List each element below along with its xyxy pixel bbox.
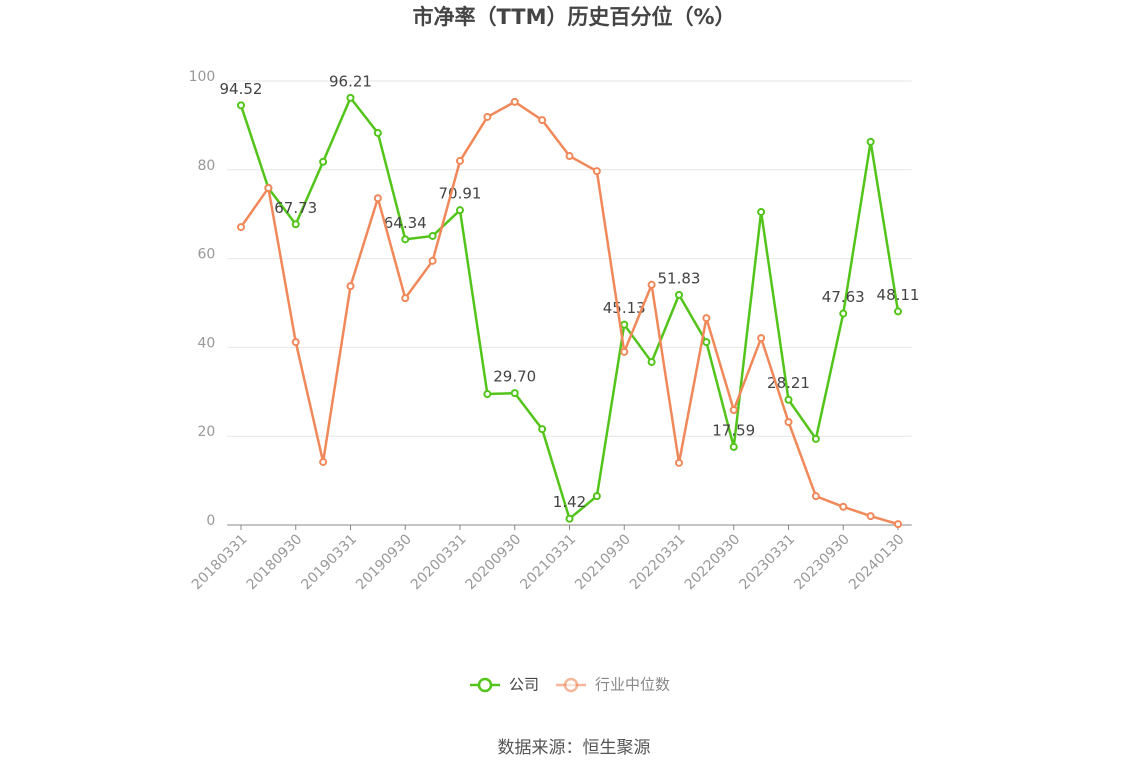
data-point (319, 157, 328, 166)
data-label: 47.63 (822, 288, 865, 306)
y-tick-label: 40 (197, 335, 215, 351)
y-tick-label: 20 (197, 424, 215, 440)
data-point (592, 492, 601, 501)
data-point (811, 434, 820, 443)
data-point (729, 442, 738, 451)
y-tick-label: 80 (197, 158, 215, 174)
data-point (866, 137, 875, 146)
legend-marker (563, 677, 579, 693)
x-tick-label: 20180930 (244, 531, 306, 593)
data-point (346, 93, 355, 102)
data-point (455, 206, 464, 215)
data-point (291, 220, 300, 229)
x-tick-label: 20190331 (298, 531, 360, 593)
data-label: 96.21 (329, 72, 372, 90)
data-point (620, 347, 629, 356)
data-point (839, 309, 848, 318)
data-point (510, 389, 519, 398)
data-label: 17.59 (712, 421, 755, 439)
x-tick-label: 20180331 (189, 531, 251, 593)
legend-item: 行业中位数 (556, 676, 670, 694)
data-point (346, 282, 355, 291)
data-point (236, 101, 245, 110)
data-point (592, 167, 601, 176)
data-point (565, 152, 574, 161)
data-point (729, 406, 738, 415)
x-tick-label: 20230331 (736, 531, 798, 593)
data-label: 51.83 (658, 269, 701, 287)
data-label: 45.13 (603, 299, 646, 317)
data-label: 1.42 (553, 493, 586, 511)
source-note: 数据来源：恒生聚源 (498, 738, 651, 758)
data-point (236, 223, 245, 232)
data-point (894, 307, 903, 316)
data-point (483, 390, 492, 399)
data-point (428, 231, 437, 240)
data-point (620, 320, 629, 329)
x-tick-label: 20200331 (408, 531, 470, 593)
series-line (239, 100, 899, 526)
data-label: 29.70 (493, 368, 536, 386)
legend-label: 公司 (509, 676, 539, 694)
data-point (757, 334, 766, 343)
data-point (428, 256, 437, 265)
y-tick-label: 60 (197, 247, 215, 263)
data-label: 64.34 (384, 214, 427, 232)
legend-label: 行业中位数 (595, 676, 670, 694)
data-point (675, 290, 684, 299)
data-point (373, 194, 382, 203)
data-point (647, 280, 656, 289)
y-tick-label: 0 (206, 513, 215, 529)
data-label: 48.11 (877, 286, 920, 304)
x-tick-label: 20210930 (572, 531, 634, 593)
x-tick-label: 20230930 (791, 531, 853, 593)
data-point (811, 492, 820, 501)
data-point (483, 112, 492, 121)
data-point (401, 235, 410, 244)
data-point (401, 294, 410, 303)
x-tick-label: 20220331 (627, 531, 689, 593)
chart-title: 市净率（TTM）历史百分位（%） (412, 5, 735, 29)
data-point (510, 97, 519, 106)
data-point (702, 314, 711, 323)
x-tick-label: 20240130 (846, 531, 908, 593)
data-label: 94.52 (220, 80, 263, 98)
data-point (784, 417, 793, 426)
data-label: 70.91 (439, 185, 482, 203)
data-point (319, 457, 328, 466)
data-point (565, 514, 574, 523)
data-point (839, 502, 848, 511)
legend-item: 公司 (470, 676, 539, 694)
data-point (291, 338, 300, 347)
series-line (239, 95, 900, 521)
data-point (373, 128, 382, 137)
x-tick-label: 20210331 (517, 531, 579, 593)
data-point (538, 116, 547, 125)
data-point (675, 458, 684, 467)
data-point (702, 338, 711, 347)
data-point (264, 184, 273, 193)
y-tick-label: 100 (189, 69, 216, 85)
data-point (866, 512, 875, 521)
x-tick-label: 20190930 (353, 531, 415, 593)
data-point (647, 358, 656, 367)
data-point (455, 156, 464, 165)
data-point (538, 425, 547, 434)
data-point (894, 520, 903, 529)
data-point (757, 207, 766, 216)
legend-marker (477, 677, 493, 693)
x-tick-label: 20200930 (463, 531, 525, 593)
data-point (784, 395, 793, 404)
data-label: 67.73 (274, 199, 317, 217)
x-tick-label: 20220930 (682, 531, 744, 593)
